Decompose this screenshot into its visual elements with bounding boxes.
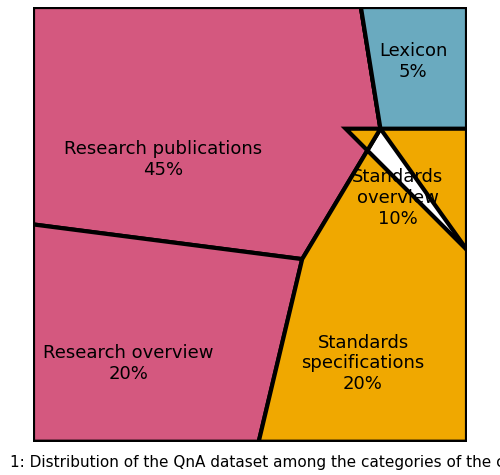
- Polygon shape: [32, 224, 302, 442]
- Polygon shape: [361, 7, 468, 129]
- Text: Standards
specifications
20%: Standards specifications 20%: [302, 333, 424, 393]
- Text: Research overview
20%: Research overview 20%: [43, 344, 213, 383]
- Polygon shape: [258, 129, 468, 442]
- Text: Research publications
45%: Research publications 45%: [64, 140, 262, 179]
- Polygon shape: [361, 7, 468, 250]
- Text: Standards
overview
10%: Standards overview 10%: [352, 169, 444, 228]
- Polygon shape: [32, 7, 380, 259]
- Text: 1: Distribution of the QnA dataset among the categories of the co: 1: Distribution of the QnA dataset among…: [10, 455, 500, 470]
- Text: Lexicon
5%: Lexicon 5%: [379, 42, 447, 81]
